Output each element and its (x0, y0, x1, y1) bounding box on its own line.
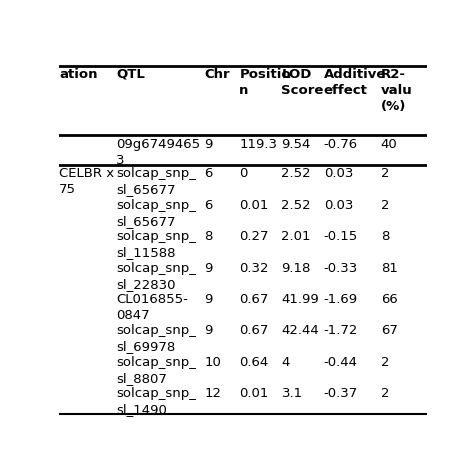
Text: 2: 2 (381, 199, 389, 212)
Text: -0.15: -0.15 (324, 230, 358, 243)
Text: 66: 66 (381, 293, 397, 306)
Text: R2-
valu
(%): R2- valu (%) (381, 68, 412, 113)
Text: 0.01: 0.01 (239, 199, 269, 212)
Text: -1.72: -1.72 (324, 324, 358, 337)
Text: 2: 2 (381, 167, 389, 181)
Text: 40: 40 (381, 138, 397, 151)
Text: Additive
effect: Additive effect (324, 68, 386, 97)
Text: 09g6749465
3: 09g6749465 3 (116, 138, 201, 167)
Text: -0.76: -0.76 (324, 138, 358, 151)
Text: 9: 9 (204, 293, 213, 306)
Text: 9: 9 (204, 262, 213, 274)
Text: solcap_snp_
sl_65677: solcap_snp_ sl_65677 (116, 167, 196, 196)
Text: -0.33: -0.33 (324, 262, 358, 274)
Text: 0: 0 (239, 167, 247, 181)
Text: -0.44: -0.44 (324, 356, 358, 369)
Text: 9.54: 9.54 (282, 138, 311, 151)
Text: 9.18: 9.18 (282, 262, 311, 274)
Text: 41.99: 41.99 (282, 293, 319, 306)
Text: solcap_snp_
sl_11588: solcap_snp_ sl_11588 (116, 230, 196, 259)
Text: ation: ation (59, 68, 98, 81)
Text: solcap_snp_
sl_8807: solcap_snp_ sl_8807 (116, 356, 196, 385)
Text: Chr: Chr (204, 68, 230, 81)
Text: solcap_snp_
sl_65677: solcap_snp_ sl_65677 (116, 199, 196, 228)
Text: 8: 8 (204, 230, 213, 243)
Text: 119.3: 119.3 (239, 138, 277, 151)
Text: CL016855-
0847: CL016855- 0847 (116, 293, 188, 322)
Text: solcap_snp_
sl_69978: solcap_snp_ sl_69978 (116, 324, 196, 354)
Text: 67: 67 (381, 324, 398, 337)
Text: 0.01: 0.01 (239, 387, 269, 400)
Text: 6: 6 (204, 167, 213, 181)
Text: -1.69: -1.69 (324, 293, 358, 306)
Text: 0.32: 0.32 (239, 262, 269, 274)
Text: 2: 2 (381, 387, 389, 400)
Text: 2.01: 2.01 (282, 230, 311, 243)
Text: 0.03: 0.03 (324, 167, 353, 181)
Text: 3.1: 3.1 (282, 387, 302, 400)
Text: 8: 8 (381, 230, 389, 243)
Text: 0.27: 0.27 (239, 230, 269, 243)
Text: 6: 6 (204, 199, 213, 212)
Text: -0.37: -0.37 (324, 387, 358, 400)
Text: 0.64: 0.64 (239, 356, 268, 369)
Text: 2: 2 (381, 356, 389, 369)
Text: QTL: QTL (116, 68, 145, 81)
Text: 42.44: 42.44 (282, 324, 319, 337)
Text: solcap_snp_
sl_22830: solcap_snp_ sl_22830 (116, 262, 196, 291)
Text: 2.52: 2.52 (282, 167, 311, 181)
Text: 2.52: 2.52 (282, 199, 311, 212)
Text: 4: 4 (282, 356, 290, 369)
Text: CELBR x
75: CELBR x 75 (59, 167, 114, 196)
Text: solcap_snp_
sl_1490: solcap_snp_ sl_1490 (116, 387, 196, 416)
Text: 81: 81 (381, 262, 398, 274)
Text: Positio
n: Positio n (239, 68, 291, 97)
Text: 9: 9 (204, 138, 213, 151)
Text: 0.03: 0.03 (324, 199, 353, 212)
Text: LOD
Score: LOD Score (282, 68, 324, 97)
Text: 12: 12 (204, 387, 221, 400)
Text: 0.67: 0.67 (239, 324, 269, 337)
Text: 0.67: 0.67 (239, 293, 269, 306)
Text: 10: 10 (204, 356, 221, 369)
Text: 9: 9 (204, 324, 213, 337)
